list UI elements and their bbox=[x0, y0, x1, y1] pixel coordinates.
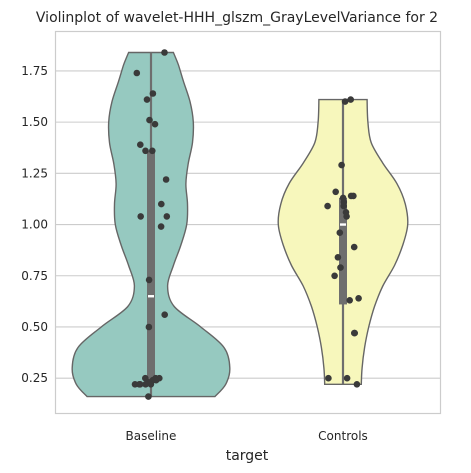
y-tick-label: 1.00 bbox=[21, 218, 48, 232]
data-point bbox=[133, 69, 141, 77]
data-point bbox=[142, 147, 149, 155]
data-point bbox=[147, 381, 155, 388]
data-point bbox=[145, 323, 153, 331]
data-point bbox=[343, 374, 351, 382]
data-point bbox=[163, 213, 171, 220]
x-axis-label: target bbox=[226, 448, 269, 464]
y-tick-label: 1.25 bbox=[21, 166, 48, 180]
data-point bbox=[346, 297, 354, 304]
data-point bbox=[149, 147, 156, 155]
data-points bbox=[131, 49, 362, 400]
box-overlays bbox=[147, 52, 347, 397]
y-tick-label: 1.50 bbox=[21, 115, 48, 129]
data-point bbox=[353, 381, 361, 388]
data-point bbox=[334, 253, 342, 261]
data-point bbox=[347, 96, 355, 103]
data-point bbox=[341, 98, 349, 105]
data-point bbox=[145, 393, 152, 400]
data-point bbox=[158, 200, 165, 208]
x-tick-labels: Baseline Controls bbox=[126, 429, 368, 443]
data-point bbox=[162, 176, 170, 183]
data-point bbox=[161, 311, 168, 319]
iqr-box-controls bbox=[339, 197, 347, 305]
data-point bbox=[143, 96, 151, 103]
data-point bbox=[324, 202, 331, 210]
data-point bbox=[332, 188, 340, 196]
data-point bbox=[355, 295, 362, 302]
data-point bbox=[337, 264, 344, 271]
median-baseline bbox=[148, 295, 154, 298]
data-point bbox=[350, 243, 358, 251]
y-tick-label: 1.75 bbox=[21, 64, 48, 78]
data-point bbox=[151, 120, 159, 128]
data-point bbox=[161, 49, 168, 56]
y-tick-label: 0.75 bbox=[21, 269, 48, 283]
median-controls bbox=[340, 223, 346, 226]
iqr-box-baseline bbox=[147, 150, 155, 383]
data-point bbox=[136, 381, 144, 388]
chart-title: Violinplot of wavelet-HHH_glszm_GrayLeve… bbox=[36, 10, 438, 26]
data-point bbox=[137, 141, 144, 148]
data-point bbox=[157, 223, 165, 230]
data-point bbox=[152, 376, 160, 384]
data-point bbox=[137, 213, 144, 220]
data-point bbox=[338, 161, 345, 169]
data-point bbox=[347, 192, 355, 200]
x-tick-label: Baseline bbox=[126, 429, 177, 443]
data-point bbox=[331, 272, 338, 280]
data-point bbox=[149, 90, 157, 97]
data-point bbox=[340, 202, 348, 210]
y-tick-label: 0.50 bbox=[21, 320, 48, 334]
x-tick-label: Controls bbox=[318, 429, 368, 443]
y-tick-label: 0.25 bbox=[21, 371, 48, 385]
data-point bbox=[146, 116, 153, 124]
data-point bbox=[336, 229, 344, 236]
data-point bbox=[343, 213, 350, 220]
data-point bbox=[325, 374, 332, 382]
data-point bbox=[131, 381, 139, 388]
data-point bbox=[351, 329, 358, 337]
plot-frame bbox=[54, 30, 442, 415]
y-tick-labels: 0.25 0.50 0.75 1.00 1.25 1.50 1.75 bbox=[21, 64, 48, 385]
data-point bbox=[142, 381, 149, 388]
data-point bbox=[145, 276, 153, 284]
